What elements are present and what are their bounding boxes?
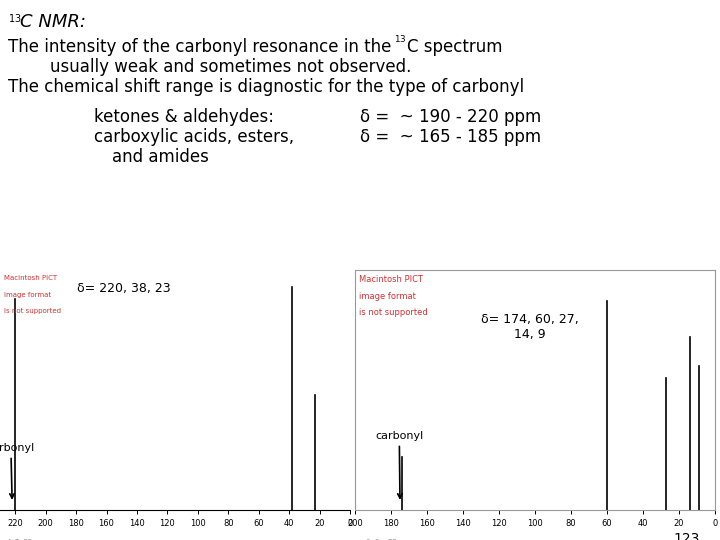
Text: C NMR:: C NMR: xyxy=(20,13,86,31)
Text: δ =  ~ 190 - 220 ppm: δ = ~ 190 - 220 ppm xyxy=(360,108,541,126)
Text: carboxylic acids, esters,: carboxylic acids, esters, xyxy=(94,128,294,146)
Text: $^{13}$: $^{13}$ xyxy=(8,14,22,28)
Text: carbonyl: carbonyl xyxy=(0,443,35,498)
Text: Macintosh PICT: Macintosh PICT xyxy=(359,275,423,284)
Text: $^{13}$: $^{13}$ xyxy=(394,35,407,48)
Text: 123: 123 xyxy=(674,532,700,540)
Text: and amides: and amides xyxy=(112,148,209,166)
Text: 4e7e25: 4e7e25 xyxy=(7,539,33,540)
Text: image format: image format xyxy=(4,292,50,298)
Text: δ= 220, 38, 23: δ= 220, 38, 23 xyxy=(77,282,171,295)
Text: is not supported: is not supported xyxy=(4,308,60,314)
Text: ppm: ppm xyxy=(526,539,544,540)
Text: The intensity of the carbonyl resonance in the: The intensity of the carbonyl resonance … xyxy=(8,38,397,56)
Text: carbonyl: carbonyl xyxy=(375,431,423,498)
Text: C spectrum: C spectrum xyxy=(407,38,503,56)
Text: δ =  ~ 165 - 185 ppm: δ = ~ 165 - 185 ppm xyxy=(360,128,541,146)
Text: ppm: ppm xyxy=(166,539,184,540)
Text: δ= 174, 60, 27,
14, 9: δ= 174, 60, 27, 14, 9 xyxy=(481,313,579,341)
Text: is not supported: is not supported xyxy=(359,308,428,318)
Text: usually weak and sometimes not observed.: usually weak and sometimes not observed. xyxy=(8,58,411,76)
Text: The chemical shift range is diagnostic for the type of carbonyl: The chemical shift range is diagnostic f… xyxy=(8,78,524,96)
Text: Macintosh PICT: Macintosh PICT xyxy=(4,275,57,281)
Text: image format: image format xyxy=(359,292,415,301)
Text: c6e6c- 78: c6e6c- 78 xyxy=(362,539,397,540)
Text: ketones & aldehydes:: ketones & aldehydes: xyxy=(94,108,274,126)
